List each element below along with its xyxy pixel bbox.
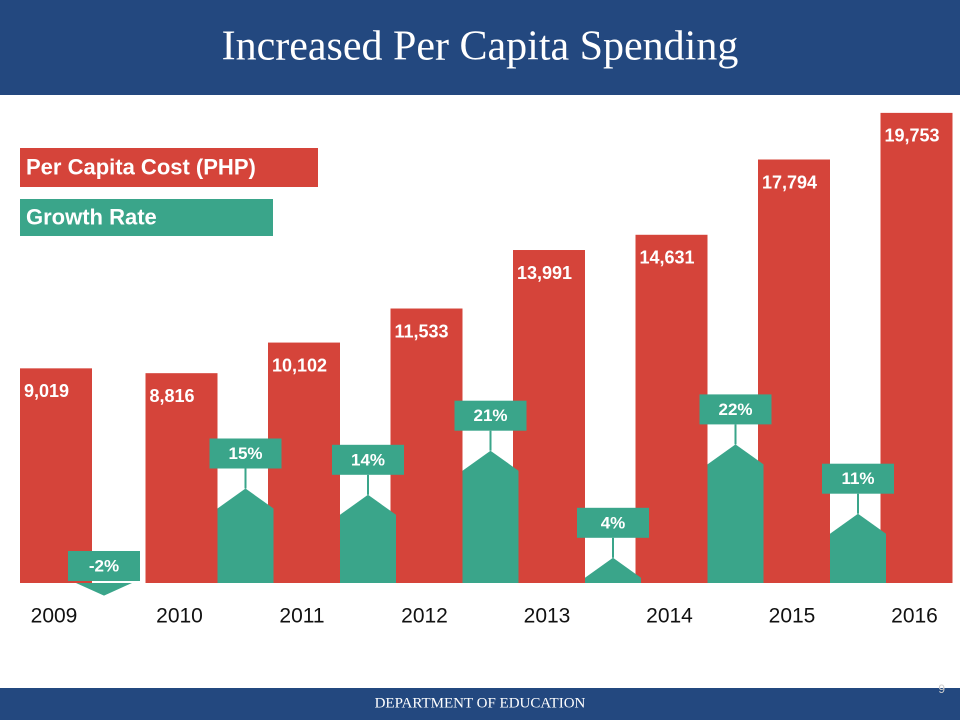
x-tick-label: 2010: [156, 605, 203, 628]
x-tick-label: 2012: [401, 605, 448, 628]
cost-label: 8,816: [150, 386, 195, 406]
growth-label-box: [822, 463, 894, 494]
slide-title: Increased Per Capita Spending: [222, 24, 739, 70]
growth-label-box: [699, 394, 772, 425]
footer-text: DEPARTMENT OF EDUCATION: [375, 695, 586, 711]
x-tick-label: 2016: [891, 605, 938, 628]
legend-label: Per Capita Cost (PHP): [26, 154, 256, 179]
cost-label: 13,991: [517, 263, 572, 283]
growth-bar: [585, 557, 641, 583]
growth-bar: [217, 488, 274, 583]
x-tick-label: 2015: [769, 605, 816, 628]
growth-label-box: [332, 444, 404, 475]
growth-label-box: [209, 438, 282, 469]
cost-bar: [880, 112, 953, 583]
growth-label: 14%: [351, 450, 385, 469]
growth-label: 15%: [228, 444, 262, 463]
growth-bar: [76, 583, 132, 596]
growth-label: 22%: [718, 400, 752, 419]
growth-bar: [462, 450, 519, 583]
growth-label: 11%: [841, 469, 874, 488]
x-tick-label: 2014: [646, 605, 693, 628]
x-tick-label: 2011: [279, 605, 324, 628]
growth-label-box: [577, 507, 649, 538]
cost-bar: [758, 159, 830, 583]
cost-label: 14,631: [640, 248, 695, 268]
header-bar: [0, 0, 960, 95]
cost-bar: [145, 373, 218, 583]
cost-label: 11,533: [395, 321, 449, 341]
x-tick-label: 2013: [524, 605, 571, 628]
growth-label-box: [68, 551, 140, 581]
growth-bar: [340, 494, 396, 583]
legend-label: Growth Rate: [26, 204, 157, 229]
growth-bar: [830, 513, 886, 583]
cost-label: 10,102: [272, 355, 327, 375]
x-tick-label: 2009: [31, 605, 78, 628]
growth-label-box: [454, 400, 527, 431]
cost-label: 17,794: [762, 172, 817, 192]
cost-bar: [20, 368, 92, 583]
cost-label: 9,019: [24, 381, 69, 401]
growth-label: 21%: [473, 406, 507, 425]
legend-swatch: [20, 148, 318, 187]
legend-swatch: [20, 199, 273, 236]
growth-label: -2%: [89, 556, 119, 575]
growth-bar: [707, 444, 764, 583]
footer-bar: [0, 688, 960, 720]
growth-label: 4%: [601, 513, 626, 532]
cost-label: 19,753: [885, 126, 940, 146]
page-number: 9: [938, 682, 945, 696]
